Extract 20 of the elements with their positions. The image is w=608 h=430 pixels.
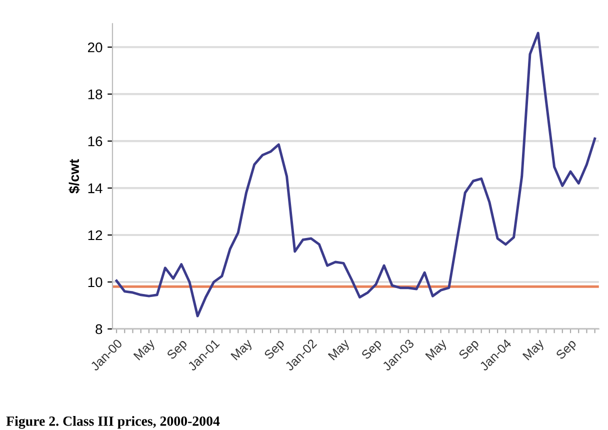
x-tick-label: May [522, 338, 546, 362]
x-tick-label: May [425, 338, 450, 362]
y-axis-title: $/cwt [68, 159, 80, 194]
x-tick-label: Sep [166, 338, 190, 362]
caption: Figure 2. Class III prices, 2000-2004 [6, 416, 220, 429]
y-tick-label: 8 [96, 324, 102, 334]
y-tick-label: 20 [88, 42, 102, 52]
x-tick-label: Sep [458, 338, 482, 362]
y-tick-label: 12 [88, 230, 102, 240]
x-tick-label: Sep [360, 338, 384, 362]
y-tick-label: 10 [88, 277, 102, 288]
x-tick-label: Sep [264, 338, 287, 362]
x-tick-label: Sep [555, 338, 578, 362]
y-tick-label: 14 [88, 184, 102, 194]
y-tick-label: 18 [88, 89, 102, 100]
y-tick-label: 16 [88, 136, 102, 146]
x-tick-label: May [328, 338, 352, 362]
x-tick-label: May [133, 338, 158, 362]
x-tick-label: May [230, 338, 254, 362]
line-series [115, 32, 596, 318]
